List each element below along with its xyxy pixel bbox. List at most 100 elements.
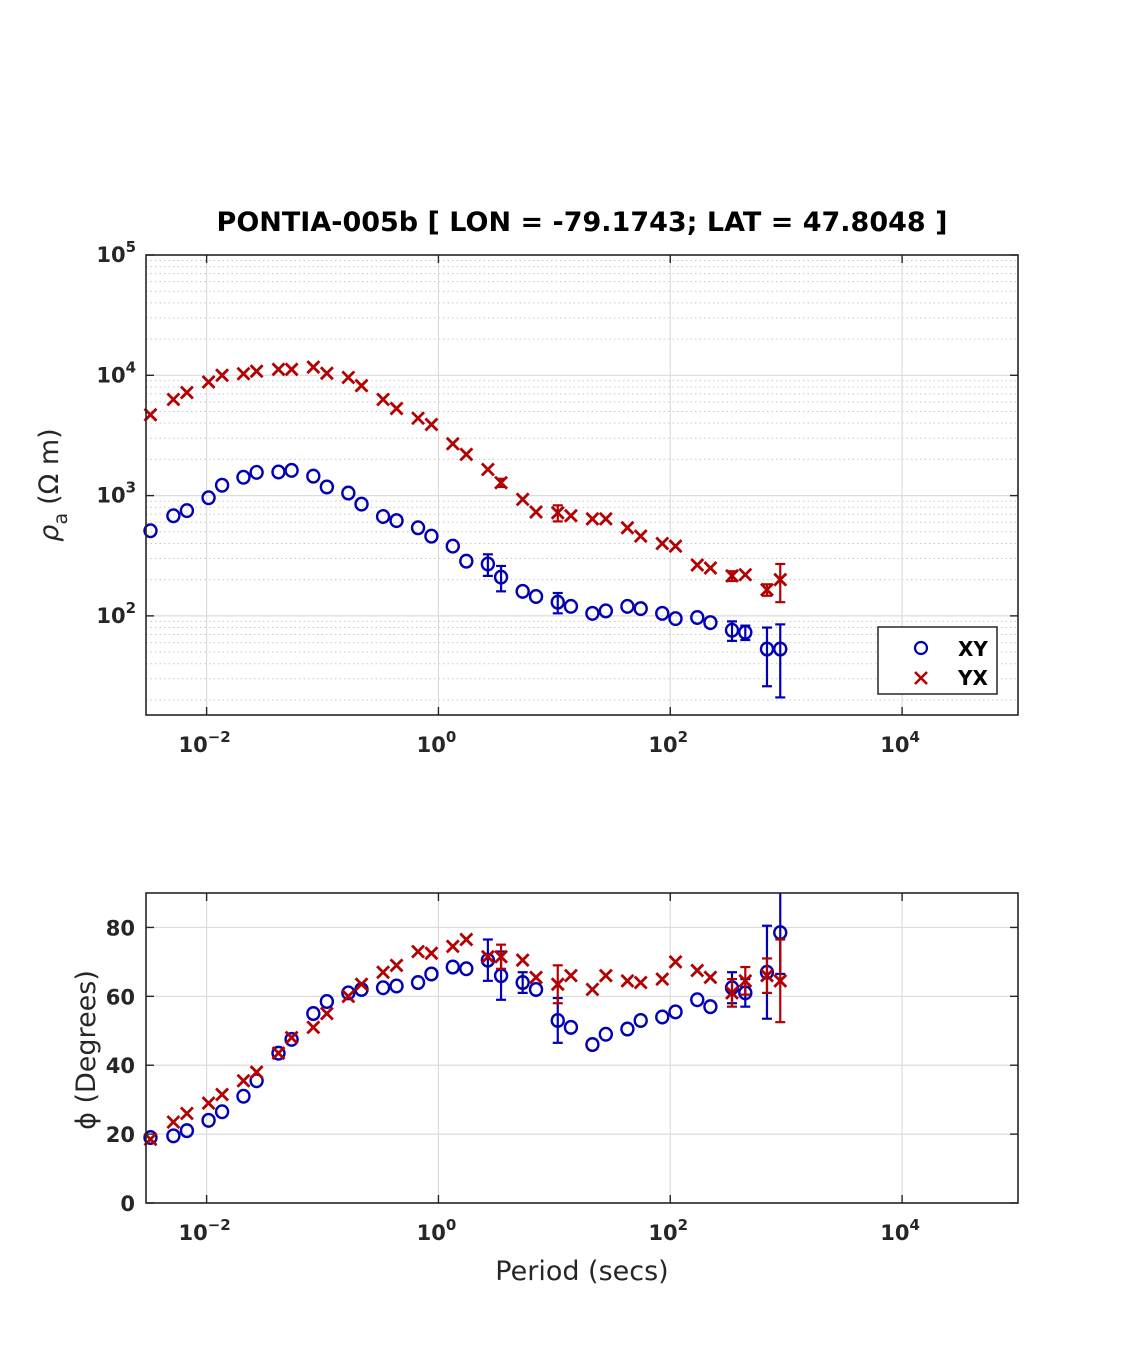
xy-point bbox=[585, 605, 600, 621]
xy-point bbox=[515, 583, 530, 599]
y-tick-label: 80 bbox=[106, 916, 135, 940]
yx-point bbox=[341, 370, 356, 385]
xy-point bbox=[375, 509, 391, 525]
yx-point bbox=[668, 954, 683, 969]
xy-point bbox=[528, 588, 544, 604]
yx-point bbox=[354, 977, 369, 992]
yx-point bbox=[376, 392, 391, 407]
yx-point bbox=[459, 447, 474, 462]
x-tick-label-exponent: 2 bbox=[678, 728, 688, 746]
x-tick-label: 102 bbox=[648, 1216, 688, 1245]
xy-point bbox=[585, 1037, 600, 1053]
x-tick-label-exponent: 0 bbox=[446, 728, 456, 746]
xy-point bbox=[633, 601, 648, 617]
xy-point bbox=[690, 609, 705, 625]
yx-point bbox=[354, 378, 369, 393]
yx-point bbox=[284, 1030, 299, 1045]
x-tick-label-base: 10 bbox=[648, 733, 677, 757]
xy-point bbox=[528, 981, 544, 997]
yx-point bbox=[389, 401, 404, 416]
yx-point bbox=[725, 985, 740, 1000]
xy-point bbox=[214, 477, 230, 493]
yx-point bbox=[236, 1073, 251, 1088]
resistivity-plot-area bbox=[146, 255, 1018, 715]
xy-point bbox=[319, 994, 335, 1010]
xy-point bbox=[354, 496, 369, 512]
y-label-symbol: ρ bbox=[34, 525, 65, 542]
xy-point bbox=[410, 975, 426, 991]
resistivity-panel: PONTIA-005b [ LON = -79.1743; LAT = 47.8… bbox=[34, 207, 1019, 757]
yx-point bbox=[529, 505, 544, 520]
yx-point bbox=[633, 975, 648, 990]
xy-point bbox=[563, 1019, 579, 1035]
xy-point bbox=[143, 1130, 158, 1146]
xy-point bbox=[201, 1112, 216, 1128]
xy-point bbox=[271, 464, 286, 480]
yx-point bbox=[585, 511, 600, 526]
xy-point bbox=[306, 468, 321, 484]
y-label-subscript: a bbox=[50, 513, 72, 525]
x-tick-label-exponent: −2 bbox=[208, 1216, 231, 1234]
yx-point bbox=[459, 932, 474, 947]
x-tick-label-base: 10 bbox=[417, 733, 446, 757]
x-tick-label: 102 bbox=[648, 728, 688, 757]
xy-point bbox=[668, 1004, 683, 1020]
yx-point bbox=[620, 520, 635, 535]
xy-point bbox=[620, 1021, 635, 1037]
xy-point bbox=[459, 553, 474, 569]
yx-point bbox=[319, 366, 334, 381]
xy-point bbox=[620, 598, 635, 614]
xy-point bbox=[480, 556, 496, 572]
yx-point bbox=[690, 557, 705, 572]
xy-point bbox=[236, 1088, 251, 1104]
y-tick-label-exponent: 2 bbox=[126, 599, 136, 617]
yx-point bbox=[738, 973, 753, 988]
xy-point bbox=[759, 641, 775, 657]
yx-point bbox=[703, 561, 718, 576]
x-tick-label: 104 bbox=[880, 728, 920, 757]
resistivity-marks bbox=[143, 360, 788, 699]
xy-point bbox=[655, 1009, 670, 1025]
yx-point bbox=[655, 972, 670, 987]
x-tick-label-base: 10 bbox=[417, 1221, 446, 1245]
x-axis-label: Period (secs) bbox=[495, 1256, 668, 1287]
yx-point bbox=[179, 1106, 194, 1121]
yx-point bbox=[515, 492, 530, 507]
yx-point bbox=[236, 366, 251, 381]
yx-point bbox=[341, 989, 356, 1004]
xy-point bbox=[445, 959, 460, 975]
xy-point bbox=[563, 598, 579, 614]
xy-point bbox=[179, 1123, 195, 1139]
xy-point bbox=[424, 528, 439, 544]
xy-point bbox=[389, 978, 404, 994]
yx-point bbox=[494, 949, 509, 964]
yx-point bbox=[633, 529, 648, 544]
yx-point bbox=[480, 462, 495, 477]
xy-point bbox=[550, 594, 565, 610]
yx-point bbox=[668, 539, 683, 554]
yx-point bbox=[725, 568, 740, 583]
y-tick-label: 103 bbox=[96, 479, 136, 508]
yx-error-bar bbox=[775, 562, 786, 604]
xy-point bbox=[703, 615, 718, 631]
yx-point bbox=[424, 417, 439, 432]
xy-point bbox=[598, 1026, 614, 1042]
yx-point bbox=[445, 939, 460, 954]
y-tick-label: 105 bbox=[96, 238, 136, 267]
yx-point bbox=[773, 973, 788, 988]
xy-point bbox=[306, 1006, 321, 1022]
phase-plot-area bbox=[146, 893, 1018, 1203]
xy-point bbox=[459, 961, 474, 977]
xy-point bbox=[773, 641, 788, 657]
x-tick-label: 100 bbox=[417, 728, 457, 757]
y-tick-label: 104 bbox=[96, 358, 136, 387]
yx-point bbox=[620, 973, 635, 988]
legend-xy-label: XY bbox=[958, 637, 988, 661]
yx-point bbox=[563, 968, 578, 983]
xy-point bbox=[445, 538, 460, 554]
yx-point bbox=[284, 362, 299, 377]
yx-point bbox=[480, 949, 495, 964]
xy-point bbox=[598, 603, 614, 619]
